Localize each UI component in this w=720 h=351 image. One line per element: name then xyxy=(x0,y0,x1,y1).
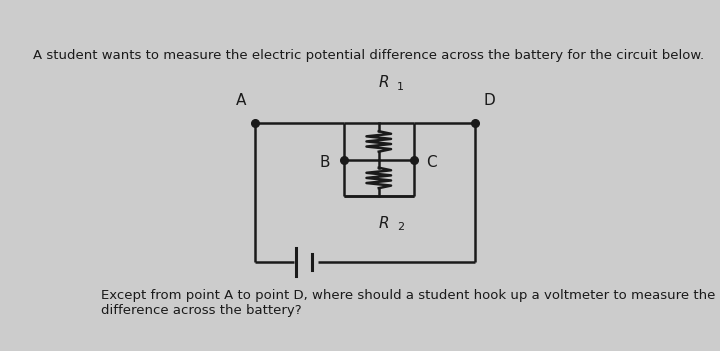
Text: A: A xyxy=(235,93,246,108)
Text: 1: 1 xyxy=(397,82,404,92)
Text: C: C xyxy=(426,155,436,170)
Text: R: R xyxy=(379,75,390,90)
Text: A student wants to measure the electric potential difference across the battery : A student wants to measure the electric … xyxy=(33,49,705,62)
Text: 2: 2 xyxy=(397,222,404,232)
Text: Except from point A to point D, where should a student hook up a voltmeter to me: Except from point A to point D, where sh… xyxy=(101,290,720,317)
Text: B: B xyxy=(320,155,330,170)
Text: R: R xyxy=(379,216,390,231)
Text: D: D xyxy=(483,93,495,108)
